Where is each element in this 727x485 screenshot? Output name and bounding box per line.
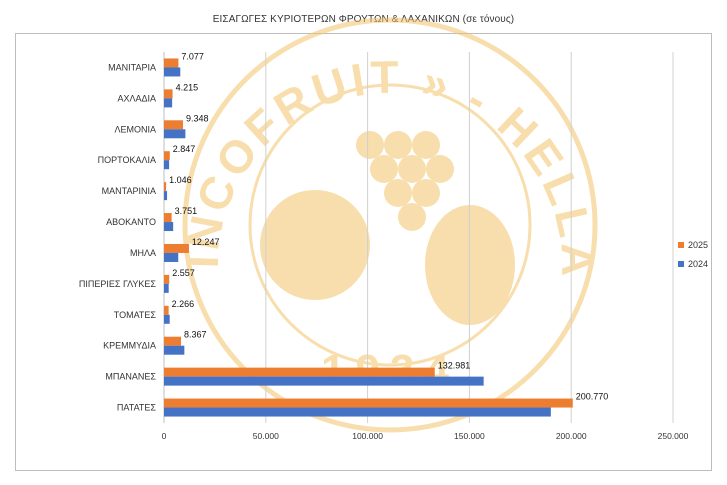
bar-2024	[164, 376, 484, 386]
bar-2025	[164, 243, 189, 253]
legend-swatch	[678, 261, 684, 267]
watermark-grape	[384, 179, 412, 207]
bar-2024	[164, 191, 168, 201]
data-label-2025: 8.367	[184, 330, 207, 340]
bar-2025	[164, 305, 169, 315]
watermark-pear	[425, 205, 515, 325]
x-tick-label: 100.000	[352, 431, 383, 441]
watermark-grape	[398, 203, 426, 231]
gridlines	[163, 52, 674, 423]
bar-2024	[164, 407, 551, 417]
bar-2024	[164, 222, 174, 232]
category-label: ΠΙΠΕΡΙΕΣ ΓΛΥΚΕΣ	[79, 279, 157, 289]
watermark-grape	[398, 155, 426, 183]
bar-2024	[164, 129, 186, 139]
bar-2024	[164, 314, 170, 324]
x-tick-label: 250.000	[658, 431, 689, 441]
bar-2025	[164, 151, 170, 161]
x-tick-label: 200.000	[556, 431, 587, 441]
bar-2024	[164, 345, 185, 355]
data-label-2025: 3.751	[175, 206, 198, 216]
legend: 2025 2024	[678, 240, 708, 269]
category-label: ΜΑΝΙΤΑΡΙΑ	[108, 62, 156, 72]
data-label-2025: 2.557	[172, 268, 195, 278]
category-label: ΜΗΛΑ	[130, 248, 156, 258]
bar-2025	[164, 213, 172, 223]
watermark-grape	[370, 155, 398, 183]
watermark-grape	[412, 179, 440, 207]
chart-frame	[15, 33, 712, 471]
legend-label: 2024	[688, 259, 708, 269]
category-label: ΜΠΑΝΑΝΕΣ	[105, 372, 156, 382]
bar-2025	[164, 336, 182, 346]
category-label: ΠΟΡΤΟΚΑΛΙΑ	[98, 155, 156, 165]
watermark-grape	[356, 131, 384, 159]
bar-2024	[164, 67, 181, 77]
category-label: ΛΕΜΟΝΙΑ	[114, 124, 156, 134]
data-label-2025: 4.215	[176, 82, 199, 92]
bar-2025	[164, 89, 173, 99]
watermark-inner-ring	[248, 83, 532, 367]
data-label-2025: 1.046	[169, 175, 192, 185]
watermark-grape	[426, 155, 454, 183]
data-label-2025: 2.266	[172, 299, 195, 309]
bar-2025	[164, 182, 167, 192]
bar-2024	[164, 160, 170, 170]
bar-2025	[164, 367, 435, 377]
legend-swatch	[678, 242, 684, 248]
x-tick-label: 0	[162, 431, 167, 441]
category-label: ΠΑΤΑΤΕΣ	[117, 403, 156, 413]
data-label-2025: 2.847	[173, 144, 196, 154]
data-label-2025: 7.077	[181, 51, 204, 61]
legend-label: 2025	[688, 240, 708, 250]
data-label-2025: 9.348	[186, 113, 209, 123]
watermark-grape	[384, 131, 412, 159]
category-label: ΜΑΝΤΑΡΙΝΙΑ	[102, 186, 156, 196]
bar-2025	[164, 120, 184, 130]
x-axis-ticks: 0 50.000 100.000 150.000 200.000 250.000	[162, 431, 689, 441]
category-label: ΑΧΛΑΔΙΑ	[117, 93, 156, 103]
bar-2024	[164, 98, 173, 108]
bar-2025	[164, 58, 179, 68]
data-label-2025: 132.981	[438, 361, 471, 371]
x-tick-label: 150.000	[454, 431, 485, 441]
incofruit-watermark-logo: « INCOFRUIT » - HELLAS1934	[0, 0, 600, 433]
category-labels: ΜΑΝΙΤΑΡΙΑ ΑΧΛΑΔΙΑ ΛΕΜΟΝΙΑ ΠΟΡΤΟΚΑΛΙΑ ΜΑΝΤΑΡΙ…	[79, 62, 157, 412]
bar-2025	[164, 274, 170, 284]
watermark-grape	[412, 131, 440, 159]
watermark-apple	[260, 190, 370, 300]
category-label: ΤΟΜΑΤΕΣ	[114, 310, 157, 320]
bars: 7.077 4.215 9.348 2.847 1.046 3.751 12.247 2.55…	[164, 51, 609, 417]
bar-2024	[164, 283, 169, 293]
bar-2024	[164, 252, 179, 262]
category-label: ΚΡΕΜΜΥΔΙΑ	[103, 341, 156, 351]
data-label-2025: 12.247	[192, 237, 220, 247]
watermark-outer-ring	[182, 17, 598, 433]
data-label-2025: 200.770	[576, 392, 609, 402]
x-tick-label: 50.000	[253, 431, 279, 441]
category-label: ΑΒΟΚΑΝΤΟ	[106, 217, 156, 227]
bar-2025	[164, 398, 573, 408]
